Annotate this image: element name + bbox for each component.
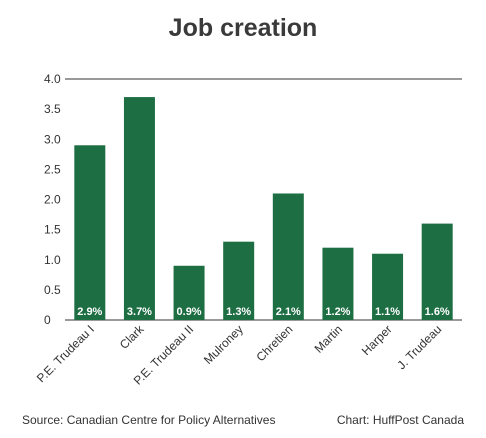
x-tick-label: Clark [117, 322, 147, 352]
bar [173, 265, 205, 320]
x-tick-label: Martin [312, 322, 345, 355]
data-label: 2.1% [276, 306, 301, 318]
y-tick-label: 0 [44, 313, 51, 327]
y-tick-label: 4.0 [44, 72, 61, 86]
y-tick-label: 3.0 [44, 132, 61, 146]
bar [421, 223, 453, 320]
bar [322, 247, 354, 320]
source-note: Source: Canadian Centre for Policy Alter… [22, 413, 276, 427]
bar [74, 145, 106, 320]
bar [272, 193, 304, 320]
x-tick-label: Mulroney [201, 322, 246, 367]
data-label: 1.1% [375, 306, 400, 318]
data-label: 1.2% [325, 306, 350, 318]
data-label: 2.9% [77, 306, 102, 318]
data-label: 1.3% [226, 306, 251, 318]
x-tick-label: P.E. Trudeau I [34, 322, 97, 385]
x-tick-label: J. Trudeau [394, 322, 444, 372]
bar [372, 253, 404, 320]
y-tick-label: 3.5 [44, 102, 61, 116]
data-label: 1.6% [425, 306, 450, 318]
chart-title: Job creation [168, 14, 318, 42]
data-label: 3.7% [127, 306, 152, 318]
y-tick-label: 2.0 [44, 193, 61, 207]
bar [223, 241, 255, 320]
y-tick-label: 1.0 [44, 253, 61, 267]
y-tick-label: 1.5 [44, 223, 61, 237]
x-tick-label: Harper [359, 322, 395, 358]
bar [123, 97, 155, 320]
chart-credit: Chart: HuffPost Canada [336, 413, 464, 427]
x-tick-label: Chretien [253, 322, 295, 364]
y-tick-label: 2.5 [44, 162, 61, 176]
y-tick-label: 0.5 [44, 283, 61, 297]
data-label: 0.9% [177, 306, 202, 318]
